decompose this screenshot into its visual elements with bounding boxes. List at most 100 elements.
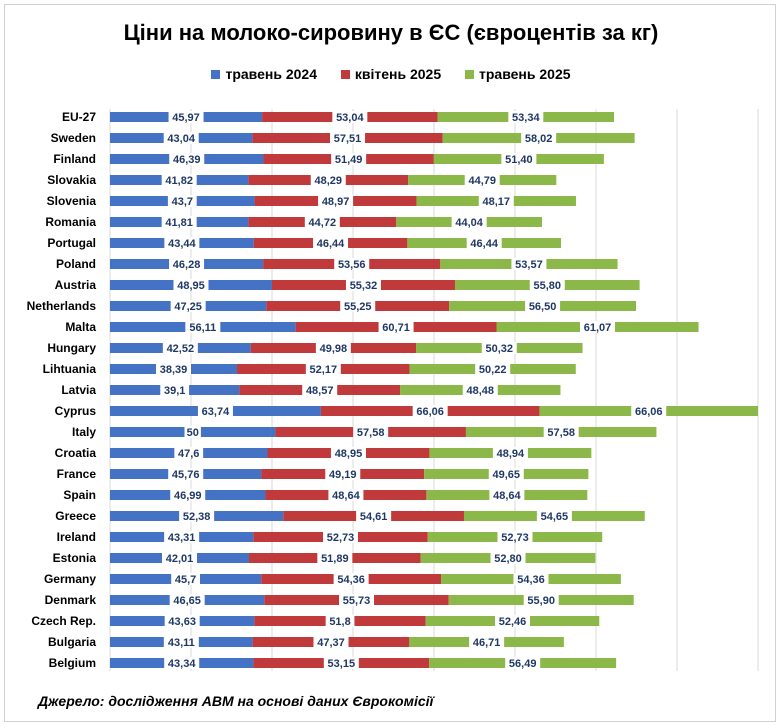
data-label: 43,7 [172,196,193,208]
data-label: 52,73 [501,532,529,544]
data-label-bg [169,594,205,606]
data-label: 49,19 [329,469,357,481]
data-label: 52,17 [310,364,338,376]
data-label: 48,64 [332,490,360,502]
data-label-bg [631,405,667,417]
category-label: Hungary [47,341,96,355]
data-label: 48,57 [306,385,334,397]
data-label: 57,51 [334,133,362,145]
data-label-bg [501,153,537,165]
category-label: Malta [65,320,96,334]
data-label-bg [163,636,199,648]
data-label: 55,25 [344,301,372,313]
data-label: 56,50 [529,301,557,313]
category-label: Austria [55,278,97,292]
category-label: Slovakia [47,173,96,187]
data-label-bg [310,174,346,186]
legend-item-0: травень 2024 [211,66,317,82]
category-label: Germany [44,572,96,586]
data-label-bg [170,489,206,501]
data-label: 43,63 [168,616,196,628]
data-label: 55,73 [343,595,371,607]
data-label: 56,11 [189,322,216,334]
data-label-bg [164,657,200,669]
data-label-bg [328,489,364,501]
data-label-bg [305,363,341,375]
data-label-bg [161,174,197,186]
data-label: 48,64 [493,490,521,502]
data-label: 50,32 [486,343,514,355]
data-label: 44,79 [468,175,496,187]
data-label: 48,48 [466,385,494,397]
data-label-bg [475,363,511,375]
data-label: 43,04 [167,133,195,145]
data-label: 53,56 [338,259,366,271]
data-label-bg [489,489,525,501]
data-label-bg [171,573,200,585]
data-label-bg [333,573,369,585]
data-label: 48,97 [322,196,350,208]
data-label: 41,82 [165,175,193,187]
data-label-bg [164,237,200,249]
data-label-bg [345,279,381,291]
legend-label-0: травень 2024 [225,66,317,82]
data-label: 52,38 [183,511,211,523]
data-label-bg [339,594,375,606]
data-label-bg [543,426,579,438]
data-label: 41,81 [165,217,193,229]
data-label: 51,89 [321,553,349,565]
data-label: 38,39 [160,364,188,376]
data-label-bg [505,657,541,669]
data-label: 46,65 [173,595,201,607]
data-label-bg [162,342,198,354]
data-label: 55,90 [527,595,555,607]
data-label-bg [490,552,526,564]
data-label: 48,95 [335,448,363,460]
data-label-bg [536,510,572,522]
data-label: 55,32 [350,280,378,292]
category-label: Cyprus [55,404,97,418]
data-label: 48,94 [497,448,525,460]
data-label: 51,49 [335,154,363,166]
data-label-bg [513,573,549,585]
data-label-bg [464,174,500,186]
data-label-bg [325,615,355,627]
data-label: 55,80 [534,280,562,292]
data-label: 50 [187,427,199,439]
category-label: EU-27 [62,110,96,124]
data-label-bg [353,426,389,438]
data-label: 61,07 [584,322,612,334]
data-label-bg [323,531,359,543]
category-label: Greece [55,509,96,523]
data-label-bg [334,258,370,270]
data-label: 53,34 [512,112,540,124]
data-label: 42,52 [167,343,195,355]
data-label: 45,7 [175,574,196,586]
data-label: 48,29 [314,175,342,187]
data-label: 54,65 [541,511,569,523]
data-label-bg [304,216,340,228]
data-label: 43,31 [168,532,196,544]
data-label: 46,44 [470,238,498,250]
data-label-bg [160,384,190,396]
category-label: Italy [72,425,96,439]
data-label-bg [164,531,200,543]
data-label: 46,99 [174,490,202,502]
data-label: 39,1 [164,385,185,397]
data-label-bg [580,321,616,333]
data-label-bg [497,531,533,543]
data-label: 53,15 [328,658,356,670]
data-label: 53,04 [336,112,364,124]
data-label-bg [313,636,349,648]
data-label: 42,01 [166,553,194,565]
data-label: 45,76 [172,469,200,481]
data-label-bg [164,615,200,627]
data-label-bg [174,447,204,459]
legend-swatch-2 [465,70,475,79]
data-label-bg [161,552,197,564]
data-label: 46,39 [173,154,201,166]
data-label: 48,95 [177,280,205,292]
data-label: 50,22 [479,364,507,376]
data-label: 52,80 [494,553,522,565]
data-label: 51,40 [505,154,533,166]
